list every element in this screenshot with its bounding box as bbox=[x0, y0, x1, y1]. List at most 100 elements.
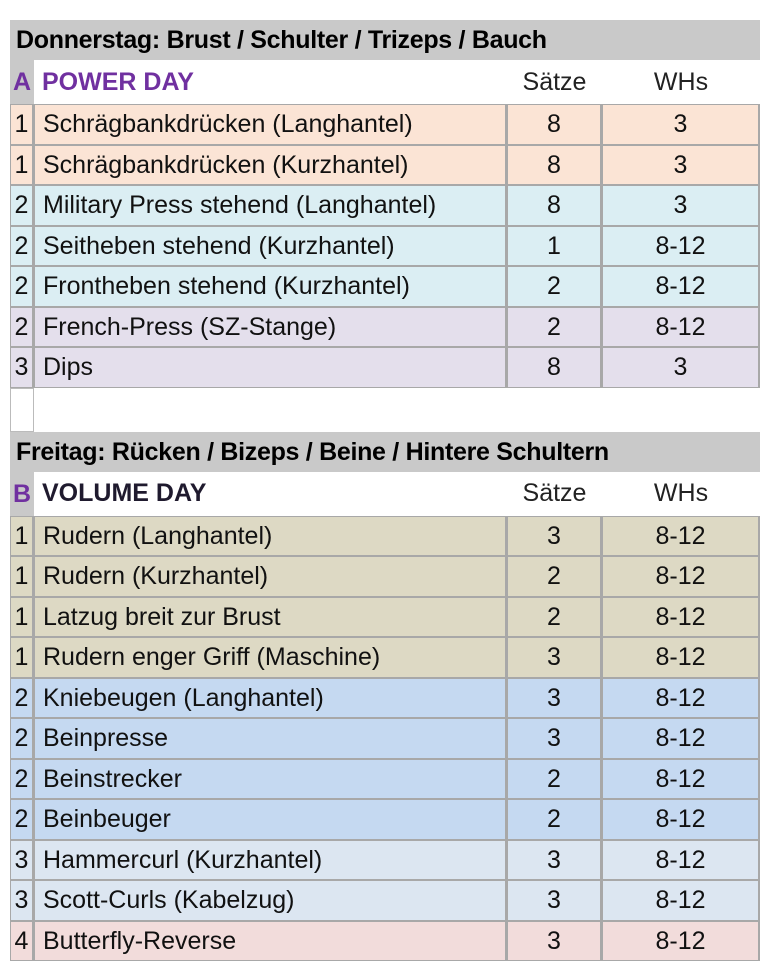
reps-cell[interactable]: 8-12 bbox=[602, 597, 760, 638]
group-number[interactable]: 2 bbox=[10, 799, 34, 840]
sets-cell[interactable]: 3 bbox=[507, 678, 602, 719]
exercise-name[interactable]: Hammercurl (Kurzhantel) bbox=[34, 840, 507, 881]
exercise-name[interactable]: Beinbeuger bbox=[34, 799, 507, 840]
sets-cell[interactable]: 2 bbox=[507, 266, 602, 307]
reps-cell[interactable]: 8-12 bbox=[602, 266, 760, 307]
reps-cell[interactable]: 8-12 bbox=[602, 718, 760, 759]
group-number[interactable]: 1 bbox=[10, 104, 34, 145]
exercise-row: 3 Hammercurl (Kurzhantel) 3 8-12 bbox=[10, 840, 760, 881]
sets-cell[interactable]: 8 bbox=[507, 185, 602, 226]
group-number[interactable]: 1 bbox=[10, 516, 34, 557]
group-number[interactable]: 2 bbox=[10, 307, 34, 348]
day-title: Freitag: Rücken / Bizeps / Beine / Hinte… bbox=[10, 432, 760, 472]
exercise-row: 1 Schrägbankdrücken (Langhantel) 8 3 bbox=[10, 104, 760, 145]
sets-cell[interactable]: 2 bbox=[507, 307, 602, 348]
exercise-row: 2 French-Press (SZ-Stange) 2 8-12 bbox=[10, 307, 760, 348]
exercise-row: 2 Military Press stehend (Langhantel) 8 … bbox=[10, 185, 760, 226]
exercise-name[interactable]: Latzug breit zur Brust bbox=[34, 597, 507, 638]
exercise-row: 1 Rudern (Langhantel) 3 8-12 bbox=[10, 516, 760, 557]
sets-cell[interactable]: 3 bbox=[507, 840, 602, 881]
exercise-name[interactable]: Kniebeugen (Langhantel) bbox=[34, 678, 507, 719]
reps-cell[interactable]: 8-12 bbox=[602, 678, 760, 719]
exercise-name[interactable]: Beinstrecker bbox=[34, 759, 507, 800]
reps-cell[interactable]: 8-12 bbox=[602, 880, 760, 921]
reps-cell[interactable]: 3 bbox=[602, 185, 760, 226]
sets-cell[interactable]: 3 bbox=[507, 921, 602, 961]
reps-cell[interactable]: 8-12 bbox=[602, 226, 760, 267]
exercise-name[interactable]: French-Press (SZ-Stange) bbox=[34, 307, 507, 348]
sets-cell[interactable]: 8 bbox=[507, 145, 602, 186]
reps-cell[interactable]: 3 bbox=[602, 145, 760, 186]
exercise-name[interactable]: Butterfly-Reverse bbox=[34, 921, 507, 961]
sets-cell[interactable]: 2 bbox=[507, 759, 602, 800]
group-number[interactable]: 1 bbox=[10, 556, 34, 597]
exercise-name[interactable]: Schrägbankdrücken (Langhantel) bbox=[34, 104, 507, 145]
reps-cell[interactable]: 8-12 bbox=[602, 307, 760, 348]
exercise-name[interactable]: Rudern (Kurzhantel) bbox=[34, 556, 507, 597]
exercise-row: 1 Latzug breit zur Brust 2 8-12 bbox=[10, 597, 760, 638]
section-label: VOLUME DAY bbox=[34, 479, 507, 508]
exercise-name[interactable]: Seitheben stehend (Kurzhantel) bbox=[34, 226, 507, 267]
sets-cell[interactable]: 3 bbox=[507, 880, 602, 921]
group-number[interactable]: 3 bbox=[10, 840, 34, 881]
reps-cell[interactable]: 8-12 bbox=[602, 516, 760, 557]
exercise-row: 1 Rudern enger Griff (Maschine) 3 8-12 bbox=[10, 637, 760, 678]
group-number[interactable]: 1 bbox=[10, 597, 34, 638]
exercise-name[interactable]: Frontheben stehend (Kurzhantel) bbox=[34, 266, 507, 307]
exercise-name[interactable]: Scott-Curls (Kabelzug) bbox=[34, 880, 507, 921]
sets-cell[interactable]: 2 bbox=[507, 799, 602, 840]
section-letter: A bbox=[10, 60, 34, 104]
group-number[interactable]: 3 bbox=[10, 347, 34, 388]
reps-cell[interactable]: 8-12 bbox=[602, 556, 760, 597]
group-number[interactable]: 2 bbox=[10, 226, 34, 267]
reps-cell[interactable]: 8-12 bbox=[602, 759, 760, 800]
group-number[interactable]: 2 bbox=[10, 678, 34, 719]
group-number[interactable]: 2 bbox=[10, 759, 34, 800]
sets-cell[interactable]: 2 bbox=[507, 556, 602, 597]
blank-row bbox=[10, 388, 760, 432]
reps-cell[interactable]: 8-12 bbox=[602, 799, 760, 840]
exercise-name[interactable]: Schrägbankdrücken (Kurzhantel) bbox=[34, 145, 507, 186]
exercise-row: 1 Schrägbankdrücken (Kurzhantel) 8 3 bbox=[10, 145, 760, 186]
group-number[interactable]: 3 bbox=[10, 880, 34, 921]
sets-cell[interactable]: 2 bbox=[507, 597, 602, 638]
reps-cell[interactable]: 3 bbox=[602, 104, 760, 145]
sets-cell[interactable]: 1 bbox=[507, 226, 602, 267]
exercise-name[interactable]: Beinpresse bbox=[34, 718, 507, 759]
sets-header: Sätze bbox=[507, 479, 602, 508]
group-number[interactable]: 2 bbox=[10, 185, 34, 226]
group-number[interactable]: 2 bbox=[10, 266, 34, 307]
group-number[interactable]: 1 bbox=[10, 637, 34, 678]
exercise-row: 2 Beinstrecker 2 8-12 bbox=[10, 759, 760, 800]
exercise-name[interactable]: Rudern enger Griff (Maschine) bbox=[34, 637, 507, 678]
section-label: POWER DAY bbox=[34, 68, 507, 97]
group-number[interactable]: 1 bbox=[10, 145, 34, 186]
group-number[interactable]: 4 bbox=[10, 921, 34, 961]
reps-cell[interactable]: 3 bbox=[602, 347, 760, 388]
sets-cell[interactable]: 3 bbox=[507, 637, 602, 678]
section-subheader: B VOLUME DAY Sätze WHs bbox=[10, 472, 760, 516]
sets-cell[interactable]: 3 bbox=[507, 718, 602, 759]
section-subheader: A POWER DAY Sätze WHs bbox=[10, 60, 760, 104]
sets-cell[interactable]: 8 bbox=[507, 347, 602, 388]
section-letter: B bbox=[10, 472, 34, 516]
sets-header: Sätze bbox=[507, 68, 602, 97]
reps-header: WHs bbox=[602, 68, 760, 97]
reps-cell[interactable]: 8-12 bbox=[602, 921, 760, 961]
reps-cell[interactable]: 8-12 bbox=[602, 637, 760, 678]
exercise-name[interactable]: Dips bbox=[34, 347, 507, 388]
sets-cell[interactable]: 3 bbox=[507, 516, 602, 557]
exercise-row: 3 Scott-Curls (Kabelzug) 3 8-12 bbox=[10, 880, 760, 921]
reps-header: WHs bbox=[602, 479, 760, 508]
exercise-row: 2 Seitheben stehend (Kurzhantel) 1 8-12 bbox=[10, 226, 760, 267]
group-number[interactable]: 2 bbox=[10, 718, 34, 759]
exercise-row: 2 Beinpresse 3 8-12 bbox=[10, 718, 760, 759]
exercise-name[interactable]: Military Press stehend (Langhantel) bbox=[34, 185, 507, 226]
exercise-row: 2 Kniebeugen (Langhantel) 3 8-12 bbox=[10, 678, 760, 719]
blank-cell[interactable] bbox=[10, 388, 34, 432]
workout-table: Donnerstag: Brust / Schulter / Trizeps /… bbox=[10, 20, 760, 961]
exercise-name[interactable]: Rudern (Langhantel) bbox=[34, 516, 507, 557]
day-title: Donnerstag: Brust / Schulter / Trizeps /… bbox=[10, 20, 760, 60]
reps-cell[interactable]: 8-12 bbox=[602, 840, 760, 881]
sets-cell[interactable]: 8 bbox=[507, 104, 602, 145]
